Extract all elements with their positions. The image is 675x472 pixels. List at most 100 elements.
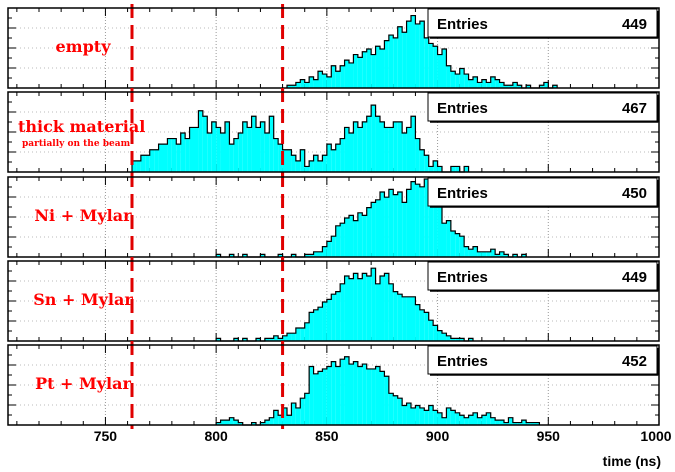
histogram-bar xyxy=(304,393,310,425)
histogram-bar xyxy=(256,338,261,341)
histogram-bar xyxy=(428,320,434,341)
stats-entries-label: Entries xyxy=(437,353,488,370)
panel-frame xyxy=(7,91,660,173)
histogram-bar xyxy=(468,338,473,341)
histogram-bar xyxy=(517,422,522,425)
histogram-bar xyxy=(495,420,500,425)
histogram-bar xyxy=(318,71,323,88)
histogram-bar xyxy=(198,110,203,172)
stats-entries-value: 452 xyxy=(622,353,647,370)
histogram-bar xyxy=(464,246,469,257)
histogram-bar xyxy=(486,251,491,257)
histogram-bar xyxy=(384,273,389,341)
histogram-bar xyxy=(349,215,354,257)
histogram-bar xyxy=(233,338,239,341)
histogram-bar xyxy=(295,82,301,88)
histogram-bar xyxy=(335,291,341,341)
histogram-bar xyxy=(295,160,301,172)
histogram-bar xyxy=(411,181,416,257)
histogram-outline xyxy=(131,104,470,173)
histogram-bar xyxy=(459,68,465,88)
histogram-bar xyxy=(490,249,496,257)
histogram-bar xyxy=(331,236,336,257)
histogram-bar xyxy=(202,116,208,172)
histogram-bar xyxy=(455,412,460,425)
histogram-bar xyxy=(406,296,411,341)
histogram-bar xyxy=(229,254,234,257)
histogram-bar xyxy=(366,207,372,257)
histogram-bar xyxy=(512,422,518,425)
histogram-bar xyxy=(304,254,310,257)
histogram-bar xyxy=(428,43,434,88)
histogram-bar xyxy=(388,35,394,88)
histogram-bar xyxy=(278,338,283,341)
histogram-bar xyxy=(167,138,172,172)
histogram-bar xyxy=(411,296,416,341)
histogram-panel: Entries 449 Sn + Mylar xyxy=(7,257,660,345)
histogram-bar xyxy=(295,407,301,425)
histogram-bar xyxy=(508,417,513,425)
histogram-bar xyxy=(326,299,332,341)
histogram-bar xyxy=(459,338,465,341)
histogram-bar xyxy=(340,65,345,88)
histogram-bar xyxy=(415,184,420,257)
histogram-bar xyxy=(185,138,190,172)
histogram-bar xyxy=(366,116,372,172)
histogram-bar xyxy=(419,21,425,89)
histogram-bar xyxy=(322,302,327,341)
stats-entries-value: 449 xyxy=(622,269,647,286)
x-tick-label: 750 xyxy=(94,428,118,444)
histogram-bar xyxy=(499,420,504,425)
histogram-bar xyxy=(375,283,380,341)
histogram-bar xyxy=(344,276,349,341)
histogram-bar xyxy=(455,74,460,88)
histogram-bar xyxy=(424,410,429,425)
histogram-bar xyxy=(291,155,296,172)
x-tick-label: 950 xyxy=(537,428,561,444)
histogram-bar xyxy=(349,278,354,341)
histogram-bar xyxy=(335,225,341,257)
histogram-bar xyxy=(464,166,469,172)
histogram-bar xyxy=(437,166,442,172)
histogram-bar xyxy=(291,85,296,88)
histogram-bar xyxy=(171,138,177,172)
histogram-bar xyxy=(437,54,442,88)
histogram-bar xyxy=(220,420,225,425)
histogram-bar xyxy=(140,155,146,172)
histogram-bar xyxy=(318,251,323,257)
histogram-bar xyxy=(340,223,345,257)
histogram-bar xyxy=(322,155,327,172)
histogram-bar xyxy=(211,121,217,172)
histogram-bar xyxy=(366,368,372,425)
histogram-bar xyxy=(388,127,394,172)
histogram-bar xyxy=(415,23,420,88)
histogram-bar xyxy=(278,144,283,172)
histogram-bar xyxy=(318,371,323,425)
histogram-bar xyxy=(362,51,367,88)
histogram-bar xyxy=(291,333,296,341)
histogram-bar xyxy=(282,149,287,172)
histogram-bar xyxy=(136,160,141,172)
stats-entries-value: 450 xyxy=(622,185,647,202)
histogram-bar xyxy=(415,138,420,172)
histogram-bar xyxy=(397,294,403,341)
histogram-bar xyxy=(282,335,287,341)
histogram-bar xyxy=(388,283,394,341)
histogram-bar xyxy=(282,407,287,425)
histogram-bar xyxy=(384,376,389,425)
histogram-bar xyxy=(397,398,403,425)
histogram-bar xyxy=(468,249,473,257)
histogram-bar xyxy=(397,121,403,172)
histogram-bar xyxy=(335,144,341,172)
histogram-bar xyxy=(313,79,318,88)
histogram-bar xyxy=(446,220,451,257)
histogram-bar xyxy=(459,236,465,257)
x-tick-label: 900 xyxy=(426,428,450,444)
histogram-bar xyxy=(393,291,398,341)
histogram-bar xyxy=(464,417,469,425)
histogram-panel: Entries 449 empty xyxy=(7,4,660,92)
histogram-bar xyxy=(384,197,389,257)
histogram-bar xyxy=(335,71,341,88)
histogram-bar xyxy=(264,133,270,172)
histogram-bar xyxy=(344,127,349,172)
